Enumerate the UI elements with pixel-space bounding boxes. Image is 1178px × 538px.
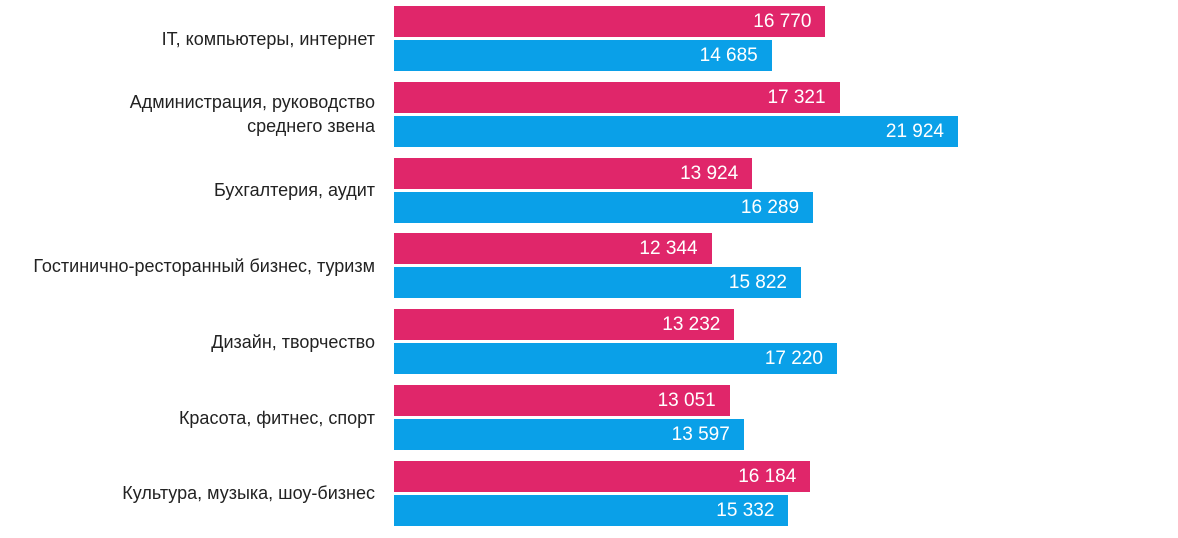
value-label: 17 220 xyxy=(764,348,823,370)
bar: 15 822 xyxy=(394,267,802,299)
value-label: 16 289 xyxy=(740,196,800,218)
value-label: 16 184 xyxy=(738,465,797,487)
bar: 14 685 xyxy=(394,40,772,71)
bar: 17 220 xyxy=(394,343,837,375)
bar: 17 321 xyxy=(394,81,840,113)
value-label: 15 822 xyxy=(728,272,788,294)
bar: 12 344 xyxy=(394,233,712,265)
bar: 13 597 xyxy=(394,419,744,450)
value-label: 15 332 xyxy=(716,499,775,521)
value-label: 13 924 xyxy=(680,162,739,184)
bar: 13 924 xyxy=(394,157,753,189)
category-label: Администрация, руководство среднего звен… xyxy=(129,92,375,137)
category-label: Бухгалтерия, аудит xyxy=(214,180,375,201)
value-label: 13 051 xyxy=(657,390,716,411)
bar: 13 051 xyxy=(394,385,730,416)
bar: 13 232 xyxy=(394,309,735,341)
value-label: 13 597 xyxy=(671,424,730,445)
value-label: 14 685 xyxy=(699,45,758,66)
category-label: Дизайн, творчество xyxy=(211,331,375,352)
bar: 21 924 xyxy=(394,115,958,147)
category-label: Культура, музыка, шоу-бизнес xyxy=(122,483,375,504)
value-label: 13 232 xyxy=(662,314,721,336)
bar: 15 332 xyxy=(394,494,789,526)
bar: 16 184 xyxy=(394,460,811,492)
value-label: 16 770 xyxy=(753,11,812,32)
value-label: 12 344 xyxy=(639,238,698,260)
bar: 16 289 xyxy=(394,191,814,223)
category-label: Гостинично-ресторанный бизнес, туризм xyxy=(33,255,375,276)
category-label: Красота, фитнес, спорт xyxy=(178,407,375,428)
value-label: 21 924 xyxy=(885,120,944,142)
value-label: 17 321 xyxy=(767,86,826,108)
category-label: IT, компьютеры, интернет xyxy=(161,28,375,49)
bar: 16 770 xyxy=(394,6,826,37)
